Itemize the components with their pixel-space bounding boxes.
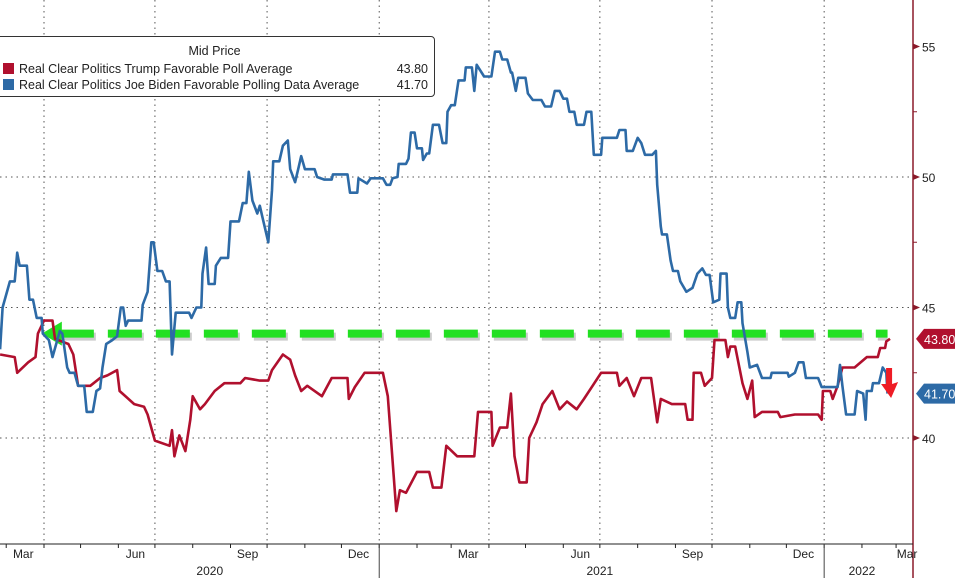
x-month-label: Mar bbox=[13, 547, 34, 561]
trump-series-line bbox=[0, 319, 891, 513]
last-value-label: 41.70 bbox=[924, 388, 955, 402]
reference-line-layer bbox=[41, 321, 888, 346]
y-tick-mark bbox=[913, 304, 920, 311]
y-axis: 40 45 50 55 bbox=[912, 0, 936, 578]
y-tick-label: 55 bbox=[922, 41, 936, 55]
series-lines bbox=[0, 50, 899, 513]
x-month-label: Jun bbox=[126, 547, 145, 561]
legend-label: Real Clear Politics Joe Biden Favorable … bbox=[19, 77, 360, 92]
last-value-badges: 43.80 41.70 bbox=[916, 328, 955, 404]
y-tick-label: 40 bbox=[922, 432, 936, 446]
legend-title: Mid Price bbox=[188, 44, 241, 58]
legend-value: 41.70 bbox=[396, 77, 428, 92]
x-month-label: Dec bbox=[348, 547, 369, 561]
last-value-label: 43.80 bbox=[924, 333, 955, 347]
legend-value: 43.80 bbox=[396, 61, 428, 76]
x-year-label: 2022 bbox=[849, 564, 876, 578]
biden-series-line bbox=[0, 50, 889, 422]
trump-last-value-badge bbox=[916, 328, 955, 349]
x-axis: Mar Jun Sep Dec Mar Jun Sep Dec Mar 2020 2021 2022 bbox=[0, 543, 918, 578]
down-arrow-icon bbox=[881, 368, 899, 398]
y-tick-mark bbox=[913, 43, 920, 50]
legend: Mid Price Real Clear Politics Trump Favo… bbox=[0, 36, 435, 97]
biden-last-value-badge bbox=[916, 383, 955, 404]
legend-swatch-biden bbox=[3, 79, 14, 90]
y-tick-mark bbox=[913, 174, 920, 180]
x-month-label: Sep bbox=[682, 547, 704, 561]
gridlines bbox=[0, 0, 913, 544]
legend-item-trump: Real Clear Politics Trump Favorable Poll… bbox=[3, 61, 428, 76]
y-tick-label: 50 bbox=[922, 171, 936, 185]
legend-item-biden: Real Clear Politics Joe Biden Favorable … bbox=[3, 77, 428, 92]
x-month-label: Jun bbox=[571, 547, 590, 561]
x-year-label: 2020 bbox=[196, 564, 223, 578]
x-month-label: Mar bbox=[458, 547, 479, 561]
legend-swatch-trump bbox=[3, 63, 14, 74]
y-tick-label: 45 bbox=[922, 302, 936, 316]
x-month-label: Sep bbox=[237, 547, 259, 561]
y-tick-mark bbox=[913, 435, 920, 441]
x-month-label: Mar bbox=[897, 547, 918, 561]
legend-label: Real Clear Politics Trump Favorable Poll… bbox=[19, 61, 293, 76]
x-year-label: 2021 bbox=[587, 564, 614, 578]
x-month-label: Dec bbox=[793, 547, 814, 561]
